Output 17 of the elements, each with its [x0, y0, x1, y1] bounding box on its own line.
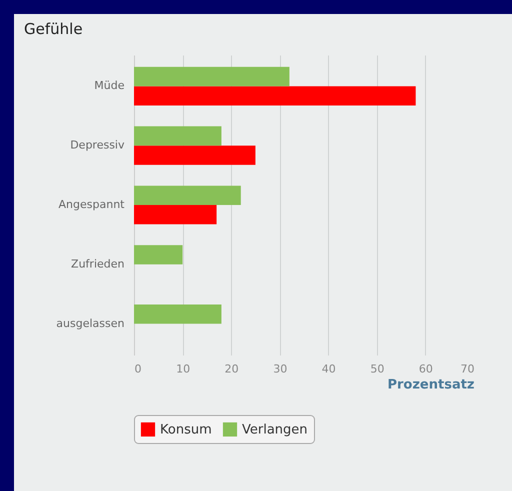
x-tick-label: 40 — [322, 362, 336, 376]
x-tick-label: 20 — [224, 362, 239, 376]
x-tick-label: 0 — [134, 362, 142, 376]
x-tick-label: 60 — [418, 362, 433, 376]
y-tick-label: ausgelassen — [56, 316, 125, 330]
chart-title: Gefühle — [24, 20, 83, 38]
x-tick-label: 70 — [460, 362, 474, 376]
y-tick-label: Zufrieden — [71, 257, 125, 270]
y-tick-label: Depressiv — [70, 138, 125, 152]
legend-label: Konsum — [160, 422, 212, 438]
y-tick-label: Angespannt — [58, 198, 126, 211]
x-tick-label: 50 — [370, 362, 384, 376]
x-tick-label: 10 — [176, 362, 190, 376]
legend-label: Verlangen — [242, 422, 308, 438]
x-axis-title: Prozentsatz — [387, 378, 474, 392]
y-tick-label: Müde — [94, 79, 125, 92]
x-tick-label: 30 — [273, 362, 288, 376]
